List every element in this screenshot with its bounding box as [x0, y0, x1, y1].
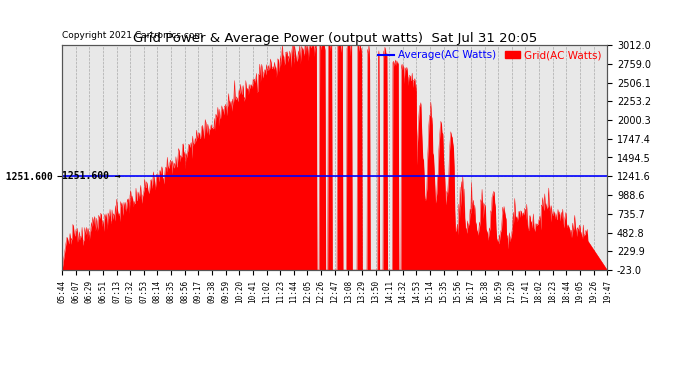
Text: Copyright 2021 Cartronics.com: Copyright 2021 Cartronics.com — [62, 32, 204, 40]
Text: 1251.600 →: 1251.600 → — [62, 171, 121, 180]
Title: Grid Power & Average Power (output watts)  Sat Jul 31 20:05: Grid Power & Average Power (output watts… — [132, 32, 537, 45]
Legend: Average(AC Watts), Grid(AC Watts): Average(AC Watts), Grid(AC Watts) — [374, 46, 606, 64]
